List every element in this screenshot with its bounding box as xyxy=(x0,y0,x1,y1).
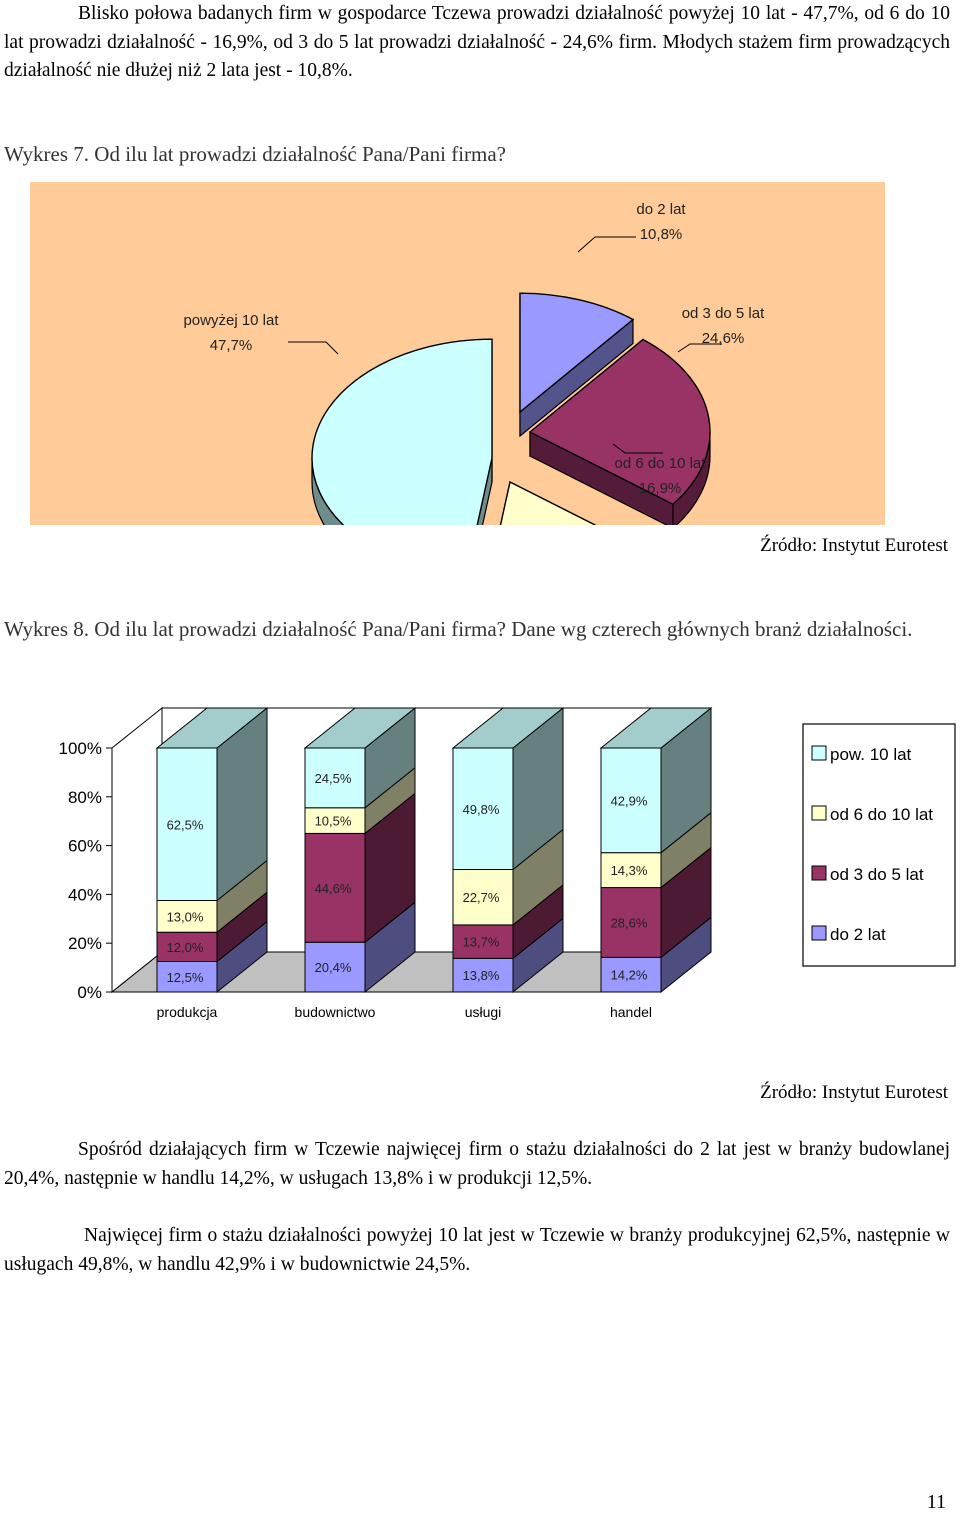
pie-label-name-powyzej-10-lat: powyżej 10 lat xyxy=(183,312,279,329)
bar-segment-handel-od-3-do-5-lat xyxy=(600,887,662,958)
legend-label-pow-10-lat: pow. 10 lat xyxy=(830,745,912,764)
legend-label-do-2-lat: do 2 lat xyxy=(830,925,886,944)
data-label-uslugi-od-3-do-5-lat: 13,7% xyxy=(463,935,500,950)
data-label-produkcja-od-3-do-5-lat: 12,0% xyxy=(167,940,204,955)
intro-paragraph: Blisko połowa badanych firm w gospodarce… xyxy=(4,3,950,81)
bar-uslugi xyxy=(451,706,565,994)
chart7-caption: Wykres 7. Od ilu lat prowadzi działalnoś… xyxy=(4,142,507,166)
stacked-bar-chart: 0% 20% 40% 60% 80% 100% 12,5% 12,0% 13,0% 62,5% pr… xyxy=(59,706,956,1020)
bar-handel xyxy=(599,706,713,994)
pie-label-value-do-2-lat: 10,8% xyxy=(640,226,683,243)
data-label-budownictwo-do-2-lat: 20,4% xyxy=(315,960,352,975)
data-label-produkcja-pow-10-lat: 62,5% xyxy=(167,817,204,832)
legend-box xyxy=(802,723,956,967)
data-label-produkcja-od-6-do-10-lat: 13,0% xyxy=(167,909,204,924)
pie-leader-od-3-do-5-lat xyxy=(677,343,722,353)
legend: pow. 10 lat od 6 do 10 lat od 3 do 5 lat do… xyxy=(802,723,956,967)
y-tick-label: 0% xyxy=(77,983,102,1002)
bar-budownictwo xyxy=(303,706,417,994)
bar-top-budownictwo xyxy=(303,707,417,749)
pie-label-name-do-2-lat: do 2 lat xyxy=(636,201,686,218)
bar-segment-uslugi-do-2-lat xyxy=(452,957,514,993)
legend-swatch-od-3-do-5-lat xyxy=(811,865,827,881)
data-label-uslugi-do-2-lat: 13,8% xyxy=(463,968,500,983)
category-label-uslugi: usługi xyxy=(465,1004,502,1020)
bar-top-uslugi xyxy=(451,707,565,749)
chart-side-wall xyxy=(111,706,163,994)
pie-leader-powyzej-10-lat xyxy=(288,341,339,355)
bar-segment-budownictwo-do-2-lat xyxy=(304,941,366,993)
data-label-uslugi-pow-10-lat: 49,8% xyxy=(463,802,500,817)
legend-swatch-od-6-do-10-lat xyxy=(811,805,827,821)
data-label-uslugi-od-6-do-10-lat: 22,7% xyxy=(463,890,500,905)
pie-label-value-od-3-do-5-lat: 24,6% xyxy=(702,330,745,347)
legend-label-od-3-do-5-lat: od 3 do 5 lat xyxy=(830,865,924,884)
pie-chart-area: do 2 lat 10,8% od 3 do 5 lat 24,6% od 6 do 1… xyxy=(30,182,885,525)
bar-segment-uslugi-od-3-do-5-lat xyxy=(452,924,514,959)
pie-label-name-od-6-do-10-lat: od 6 do 10 lat xyxy=(615,455,707,472)
data-label-budownictwo-pow-10-lat: 24,5% xyxy=(315,771,352,786)
y-tick-label: 60% xyxy=(68,837,102,856)
data-label-produkcja-do-2-lat: 12,5% xyxy=(167,970,204,985)
pie-chart: do 2 lat 10,8% od 3 do 5 lat 24,6% od 6 do 1… xyxy=(183,201,765,525)
bar-segment-produkcja-pow-10-lat xyxy=(156,747,218,901)
data-label-budownictwo-od-6-do-10-lat: 10,5% xyxy=(315,814,352,829)
pie-leader-od-6-do-10-lat xyxy=(612,443,663,454)
bar-segment-handel-pow-10-lat xyxy=(600,747,662,854)
bar-produkcja xyxy=(155,706,269,994)
legend-label-od-6-do-10-lat: od 6 do 10 lat xyxy=(830,805,933,824)
data-label-handel-od-6-do-10-lat: 14,3% xyxy=(611,863,648,878)
source-note-1: Źródło: Instytut Eurotest xyxy=(760,535,948,556)
legend-swatch-do-2-lat xyxy=(811,925,827,941)
bar-segment-handel-od-6-do-10-lat xyxy=(600,852,662,889)
y-tick-label: 20% xyxy=(68,934,102,953)
chart8-caption: Wykres 8. Od ilu lat prowadzi działalnoś… xyxy=(4,617,913,641)
pie-leader-do-2-lat xyxy=(577,236,636,253)
bar-segment-budownictwo-od-3-do-5-lat xyxy=(304,832,366,943)
data-label-handel-do-2-lat: 14,2% xyxy=(611,968,648,983)
y-tick-label: 80% xyxy=(68,788,102,807)
pie-slice-do-2-lat xyxy=(519,292,635,438)
bar-top-produkcja xyxy=(155,707,269,749)
bar-segment-budownictwo-od-6-do-10-lat xyxy=(304,807,366,834)
pie-label-value-powyzej-10-lat: 47,7% xyxy=(210,337,253,354)
summary-paragraph-1: Spośród działających firm w Tczewie najw… xyxy=(4,1139,950,1189)
category-label-produkcja: produkcja xyxy=(157,1004,218,1020)
bar-top-handel xyxy=(599,707,713,749)
data-label-handel-od-3-do-5-lat: 28,6% xyxy=(611,915,648,930)
source-note-2: Źródło: Instytut Eurotest xyxy=(760,1082,948,1103)
y-tick-label: 40% xyxy=(68,885,102,904)
bar-segment-produkcja-do-2-lat xyxy=(156,961,218,993)
pie-slice-od-3-do-5-lat xyxy=(528,338,711,525)
category-label-budownictwo: budownictwo xyxy=(295,1004,376,1020)
pie-label-name-od-3-do-5-lat: od 3 do 5 lat xyxy=(682,305,765,322)
legend-swatch-pow-10-lat xyxy=(811,745,827,761)
bar-segment-handel-do-2-lat xyxy=(600,956,662,993)
category-label-handel: handel xyxy=(610,1004,652,1020)
page-number: 11 xyxy=(926,1491,946,1513)
pie-slice-od-6-do-10-lat xyxy=(499,480,597,525)
summary-paragraph-2: Najwięcej firm o stażu działalności powy… xyxy=(4,1225,950,1275)
pie-slice-powyzej-10-lat xyxy=(311,338,493,525)
y-tick-label: 100% xyxy=(59,739,102,758)
pie-label-value-od-6-do-10-lat: 16,9% xyxy=(639,480,682,497)
bar-segment-budownictwo-pow-10-lat xyxy=(304,747,366,809)
data-label-budownictwo-od-3-do-5-lat: 44,6% xyxy=(315,881,352,896)
data-label-handel-pow-10-lat: 42,9% xyxy=(611,793,648,808)
